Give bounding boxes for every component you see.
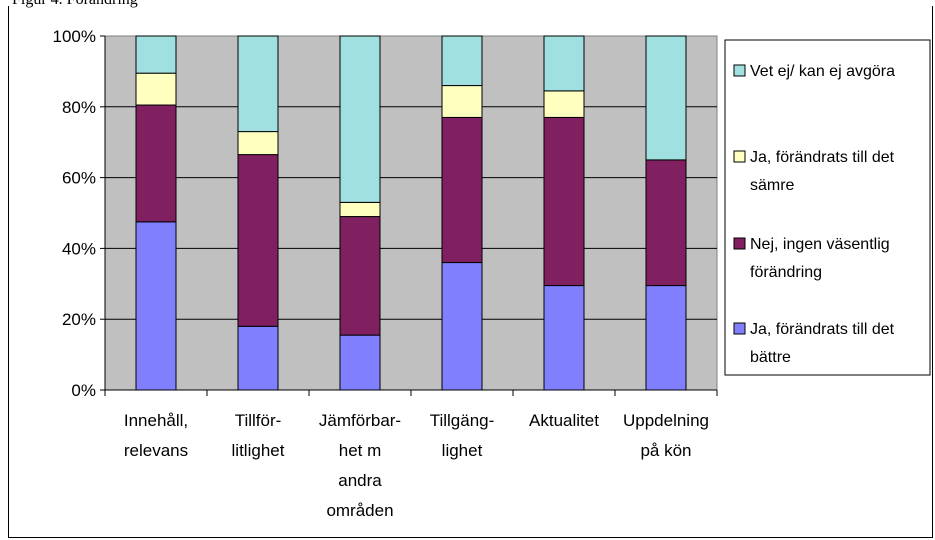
bar-segment	[543, 116, 585, 287]
bar-segment	[645, 285, 687, 391]
bar-segment	[645, 159, 687, 287]
y-tick-label: 60%	[62, 169, 96, 188]
bar-segment	[441, 85, 483, 118]
bar-segment	[237, 131, 279, 156]
bar-segment	[441, 116, 483, 264]
bar-segment	[135, 72, 177, 106]
bar-segment	[237, 35, 279, 133]
bar-segment	[135, 104, 177, 223]
axes: 0% 20% 40% 60% 80% 100% Innehåll, relevans Tillf…	[53, 27, 718, 520]
bar-segment	[543, 285, 585, 391]
legend-label: Ja, förändrats till det bättre	[750, 321, 895, 366]
bar-segment	[441, 262, 483, 391]
legend-label: Nej, ingen väsentlig förändring	[750, 236, 890, 281]
x-category-label: Aktualitet	[529, 411, 599, 430]
legend-label: Ja, förändrats till det sämre	[750, 149, 895, 194]
chart-frame	[8, 6, 933, 538]
bar-segment	[237, 154, 279, 327]
bar-segment	[645, 35, 687, 161]
legend-swatch	[733, 64, 746, 77]
bar-segment	[339, 201, 381, 218]
x-category-label: Jämförbar-het m andra områden	[319, 411, 401, 520]
legend: Vet ej/ kan ej avgöra Ja, förändrats till…	[724, 39, 931, 376]
bar-segment	[237, 325, 279, 391]
bar-segment	[135, 221, 177, 391]
x-category-label: Tillför-litlighet	[232, 411, 285, 460]
legend-swatch	[733, 322, 746, 335]
bar-segment	[441, 35, 483, 87]
y-tick-label: 20%	[62, 310, 96, 329]
legend-box	[724, 39, 931, 376]
legend-swatch	[733, 237, 746, 250]
y-tick-label: 40%	[62, 239, 96, 258]
x-category-label: Innehåll, relevans	[124, 411, 188, 460]
bar-segment	[339, 35, 381, 203]
bar-segment	[339, 216, 381, 336]
y-tick-label: 0%	[71, 381, 96, 400]
y-tick-label: 100%	[53, 27, 96, 46]
plot-area	[104, 35, 718, 391]
bar-segment	[339, 334, 381, 391]
chart-caption: Figur 4. Förändring	[12, 0, 138, 9]
x-category-label: Tillgäng-lighet	[430, 411, 495, 460]
x-category-label: Uppdelning på kön	[623, 411, 709, 460]
bar-segment	[135, 35, 177, 74]
y-tick-label: 80%	[62, 98, 96, 117]
legend-swatch	[733, 150, 746, 163]
bar-segment	[543, 90, 585, 118]
bar-segment	[543, 35, 585, 92]
legend-label: Vet ej/ kan ej avgöra	[750, 63, 895, 80]
plot-background	[104, 35, 718, 391]
